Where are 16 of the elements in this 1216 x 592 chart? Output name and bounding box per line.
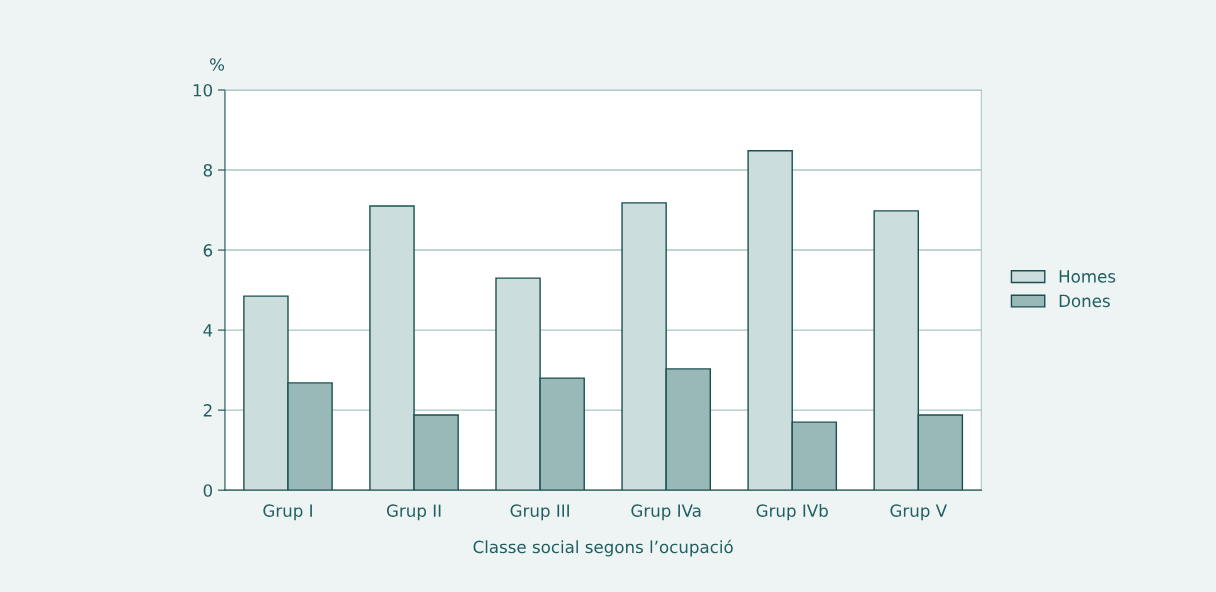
legend-label: Homes <box>1059 270 1116 283</box>
x-tick-label: Grup II <box>386 504 441 521</box>
y-tick-label: 0 <box>203 484 213 497</box>
x-tick-label: Grup III <box>510 504 569 521</box>
x-tick-label: Grup I <box>263 504 312 521</box>
x-tick-label: Grup V <box>890 504 947 521</box>
y-tick-label: 10 <box>193 83 213 97</box>
x-tick-label: Grup IVb <box>756 504 828 521</box>
y-axis-title: % <box>210 58 225 71</box>
y-tick-label: 4 <box>203 324 213 337</box>
y-tick-label: 6 <box>203 244 213 257</box>
legend-label: Dones <box>1059 294 1110 308</box>
y-tick-label: 8 <box>203 163 213 177</box>
x-tick-label: Grup IVa <box>631 504 701 521</box>
y-tick-label: 2 <box>203 404 212 417</box>
x-axis-title: Classe social segons l’ocupació <box>473 539 733 557</box>
